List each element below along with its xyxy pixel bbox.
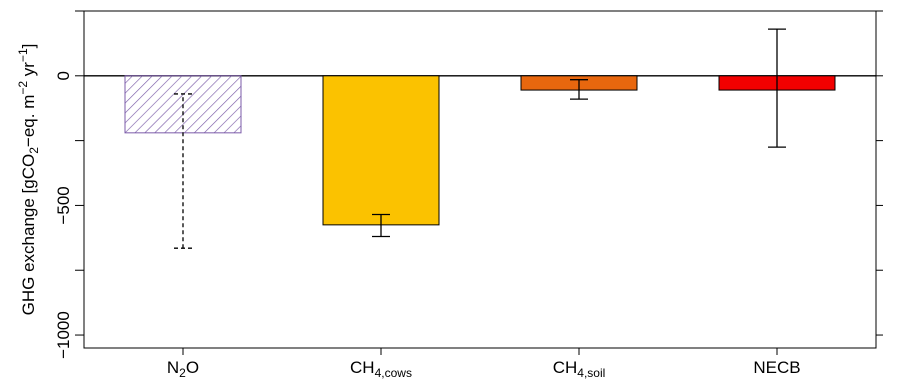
plot-frame <box>83 10 877 349</box>
y-axis-label: GHG exchange [gCO2−eq. m−2 yr−1] <box>16 44 41 316</box>
error-bar-2 <box>570 79 588 100</box>
error-bar-0 <box>174 93 192 249</box>
y-tick-label: 0 <box>54 71 73 80</box>
x-tick-label: N2O <box>167 358 199 380</box>
y-tick-label: −1000 <box>54 311 73 359</box>
error-bar-1 <box>372 213 390 238</box>
y-tick-label: −500 <box>54 186 73 224</box>
bar-1 <box>322 75 440 226</box>
x-tick-label: NECB <box>753 358 800 377</box>
x-tick-label: CH4,soil <box>553 358 606 380</box>
error-bar-3 <box>768 28 786 148</box>
x-tick-label: CH4,cows <box>350 358 412 380</box>
